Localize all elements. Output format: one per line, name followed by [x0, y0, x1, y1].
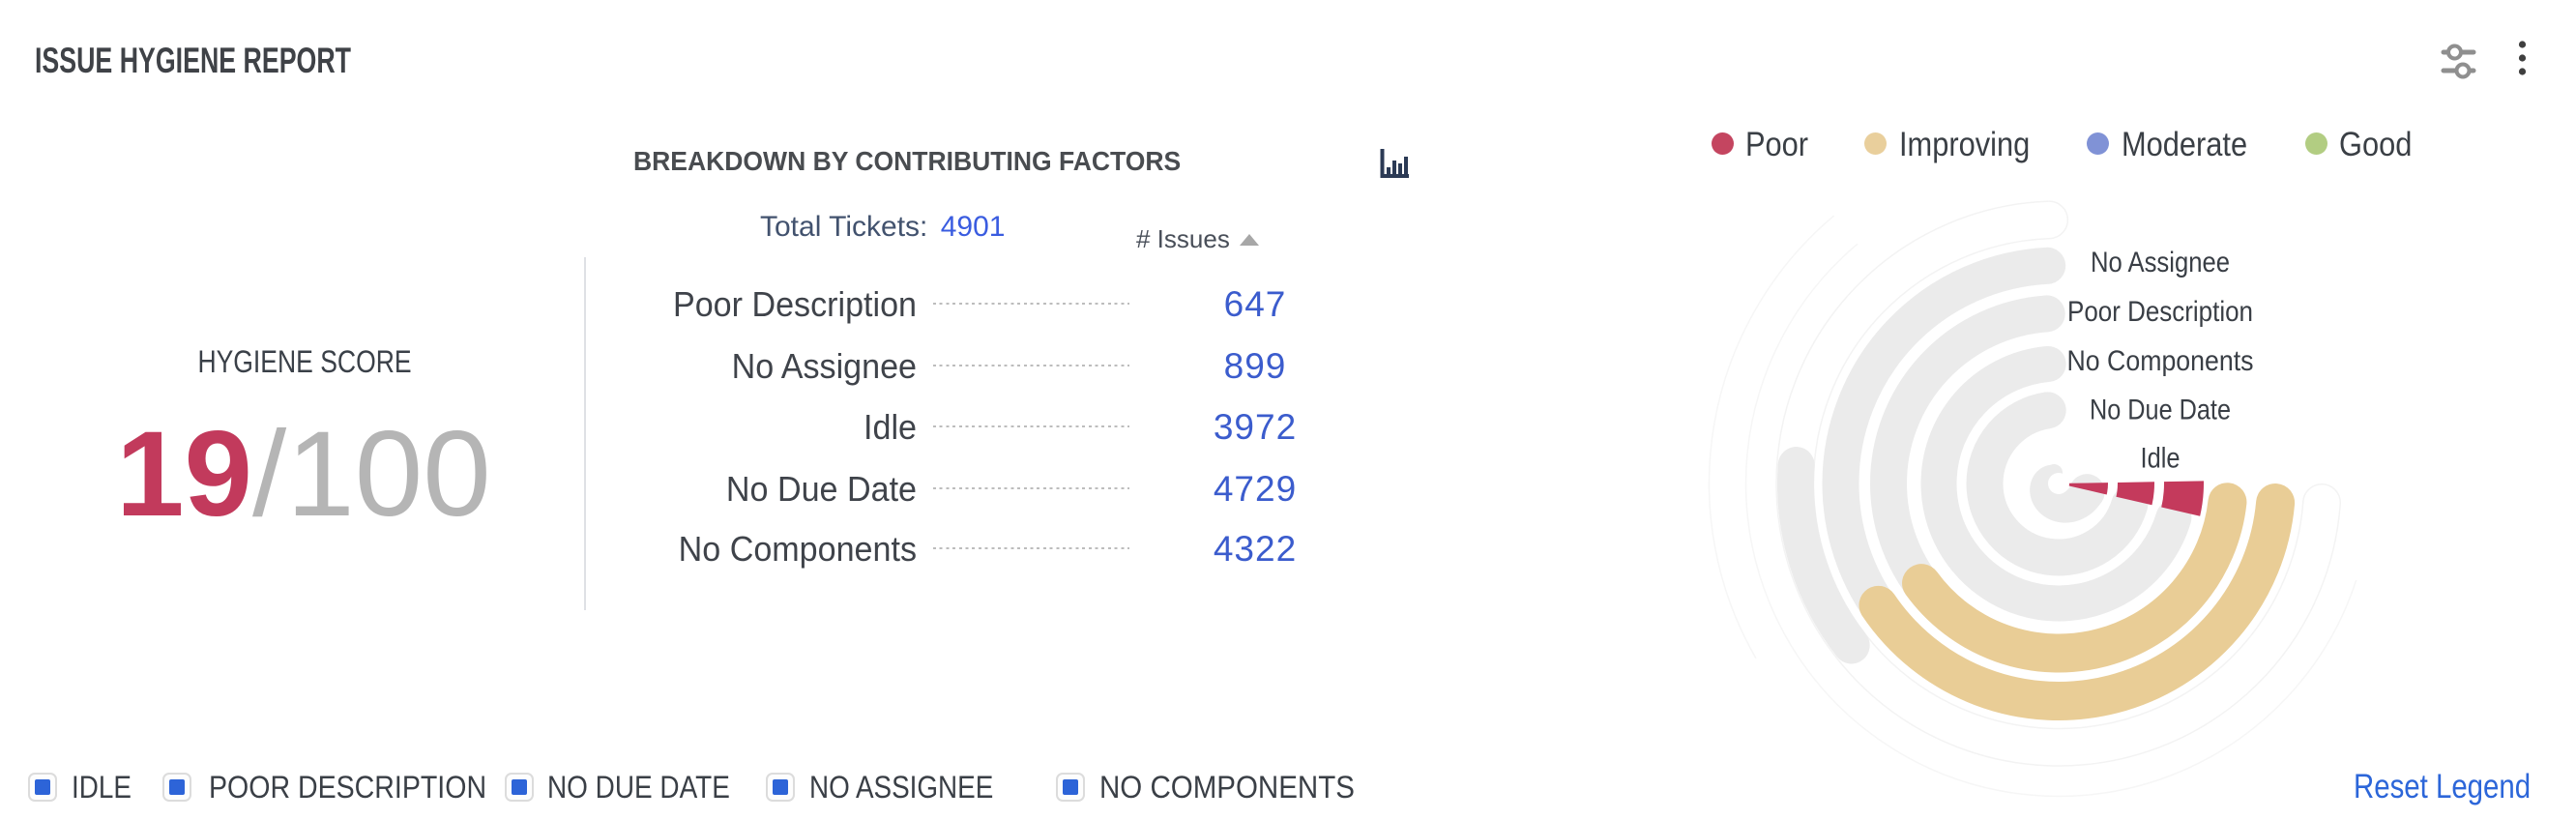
svg-text:Poor Description: Poor Description [2067, 296, 2253, 328]
svg-text:No Due Date: No Due Date [2090, 395, 2231, 426]
svg-text:Idle: Idle [2141, 443, 2181, 475]
svg-text:No Assignee: No Assignee [2091, 247, 2230, 278]
svg-text:No Components: No Components [2067, 345, 2254, 377]
